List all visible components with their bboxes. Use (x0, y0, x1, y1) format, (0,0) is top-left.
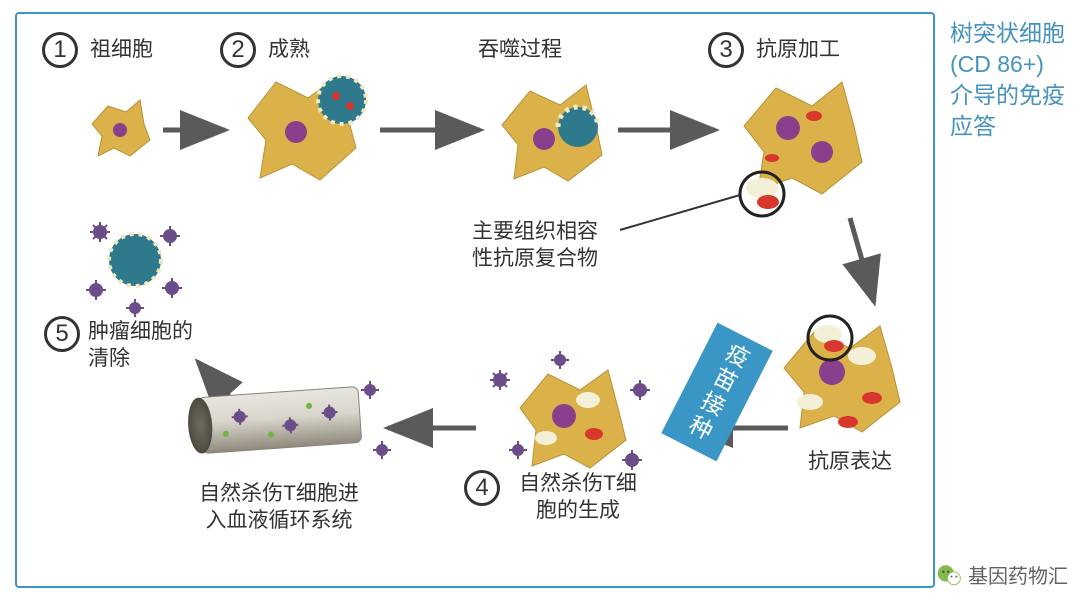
watermark-text: 基因药物汇 (968, 560, 1068, 589)
side-title: 树突状细胞(CD 86+)介导的免疫应答 (950, 18, 1070, 142)
label-phagocytosis: 吞噬过程 (478, 36, 562, 63)
label-processing: 抗原加工 (756, 36, 840, 63)
wechat-icon (936, 562, 962, 588)
label-tumor-clearance: 肿瘤细胞的清除 (88, 318, 208, 373)
label-maturation: 成熟 (268, 36, 310, 63)
label-mhc: 主要组织相容性抗原复合物 (472, 218, 598, 273)
label-expression: 抗原表达 (808, 448, 892, 475)
watermark: 基因药物汇 (936, 560, 1068, 589)
step-circle-4: 4 (464, 470, 500, 506)
label-nkt-generation: 自然杀伤T细胞的生成 (508, 470, 648, 525)
step-circle-3: 3 (708, 32, 744, 68)
label-nkt-blood: 自然杀伤T细胞进入血液循环系统 (194, 480, 364, 535)
step-circle-1: 1 (42, 32, 78, 68)
step-circle-2: 2 (220, 32, 256, 68)
label-progenitor: 祖细胞 (90, 36, 153, 63)
step-circle-5: 5 (44, 316, 80, 352)
